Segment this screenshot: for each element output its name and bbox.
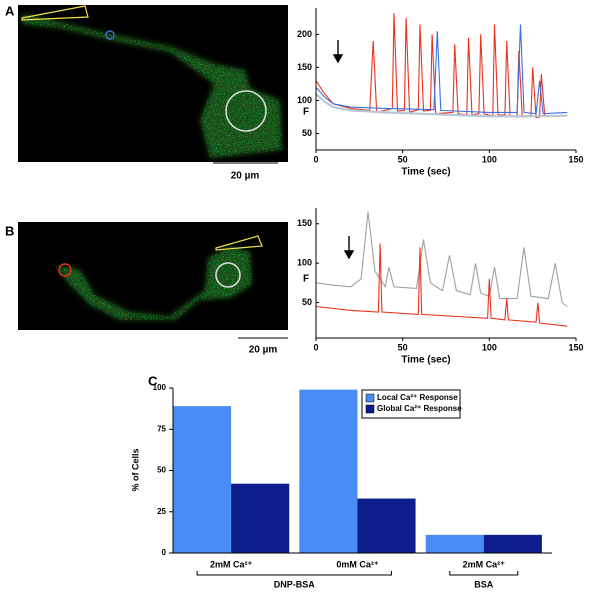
x-tick-label: 0	[313, 154, 318, 164]
bar	[173, 406, 232, 553]
trace	[315, 24, 568, 115]
y-tick-label: 100	[297, 95, 312, 105]
y-tick-label: 50	[302, 128, 312, 138]
micrograph-a	[18, 5, 288, 164]
scale-bar-label: 20 µm	[231, 171, 260, 182]
x-tick-label: 50	[398, 154, 408, 164]
y-tick-label: 100	[297, 258, 312, 268]
x-tick-label: 100	[482, 342, 497, 352]
y-tick-label: 200	[297, 29, 312, 39]
y-tick-label: 50	[302, 297, 312, 307]
y-tick-label: 50	[157, 466, 166, 475]
y-tick-label: 25	[157, 507, 166, 516]
trace	[315, 93, 568, 118]
legend-swatch	[365, 393, 375, 403]
group-bracket	[196, 571, 392, 576]
trace	[315, 13, 568, 119]
y-axis-label: F	[303, 274, 309, 285]
scale-bar-label: 20 µm	[249, 345, 278, 356]
trace	[315, 243, 568, 327]
x-tick-label: 150	[568, 342, 583, 352]
stimulus-arrows	[332, 40, 355, 260]
y-tick-label: 150	[297, 62, 312, 72]
group-label: DNP-BSA	[274, 579, 316, 589]
bar	[357, 498, 416, 553]
legend-label: Local Ca²⁺ Response	[377, 393, 458, 402]
y-tick-label: 75	[157, 424, 166, 433]
legend-label: Global Ca²⁺ Response	[377, 404, 462, 413]
y-axis-label: F	[303, 107, 309, 118]
bar	[231, 483, 290, 553]
group-bracket	[449, 571, 519, 576]
x-tick-label: 2mM Ca²⁺	[210, 559, 253, 569]
trace	[315, 211, 568, 307]
y-tick-label: 0	[162, 548, 167, 557]
panel-label: A	[5, 3, 15, 18]
micrograph-b	[18, 222, 288, 339]
x-tick-label: 0	[313, 342, 318, 352]
bar	[483, 534, 542, 553]
x-tick-label: 50	[398, 342, 408, 352]
y-tick-label: 100	[153, 383, 167, 392]
panel-label: C	[148, 373, 158, 388]
bar	[299, 389, 358, 553]
x-tick-label: 150	[568, 154, 583, 164]
y-tick-label: 150	[297, 218, 312, 228]
x-tick-label: 2mM Ca²⁺	[463, 559, 506, 569]
x-tick-label: 0mM Ca²⁺	[336, 559, 379, 569]
legend-box	[361, 389, 461, 419]
x-axis-label: Time (sec)	[401, 167, 450, 178]
panel-label: B	[5, 223, 14, 238]
y-axis-label: % of Cells	[130, 448, 140, 491]
bar	[425, 534, 484, 553]
x-axis-label: Time (sec)	[401, 355, 450, 366]
group-label: BSA	[474, 579, 494, 589]
legend-swatch	[365, 404, 375, 414]
x-tick-label: 100	[482, 154, 497, 164]
